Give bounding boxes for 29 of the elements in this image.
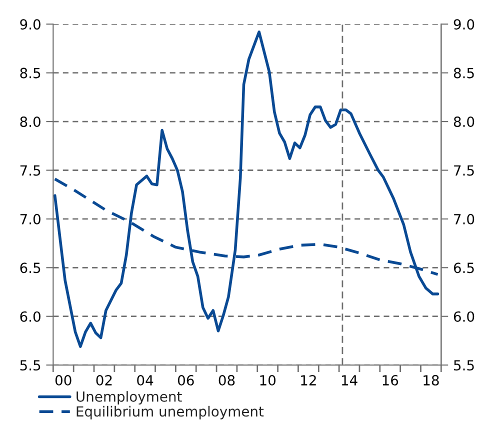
y2-tick-label: 9.0 xyxy=(454,19,474,30)
y-tick-label: 8.5 xyxy=(20,68,40,78)
y-tick-label: 7.5 xyxy=(20,165,40,176)
y2-tick-label: 8.0 xyxy=(454,116,474,128)
y-tick-label: 8.0 xyxy=(20,116,40,128)
x-tick-label: 06 xyxy=(178,375,194,386)
y2-tick-label: 7.0 xyxy=(454,214,474,224)
y-tick-label: 5.5 xyxy=(20,360,40,371)
x-tick-label: 00 xyxy=(55,375,72,386)
x-tick-label: 18 xyxy=(424,375,439,386)
x-tick-label: 04 xyxy=(137,375,154,386)
x-tick-label: 10 xyxy=(260,375,276,386)
y-tick-label: 9.0 xyxy=(20,19,40,30)
y-tick-label: 6.5 xyxy=(20,262,40,274)
y2-tick-label: 5.5 xyxy=(454,360,474,371)
x-tick-label: 08 xyxy=(218,375,235,386)
y-tick-label: 7.0 xyxy=(20,214,40,224)
x-tick-label: 14 xyxy=(342,375,358,386)
y-tick-label: 6.0 xyxy=(20,311,40,322)
line-series xyxy=(53,30,440,348)
y2-tick-label: 6.0 xyxy=(454,311,474,322)
x-tick-label: 02 xyxy=(96,375,112,386)
x-tick-label: 12 xyxy=(301,375,316,386)
x-tick-label: 16 xyxy=(382,375,398,386)
legend-label: Equilibrium unemployment xyxy=(76,406,264,420)
legend-label: Unemployment xyxy=(76,391,182,405)
y2-tick-label: 7.5 xyxy=(454,165,474,176)
y2-tick-label: 6.5 xyxy=(454,262,474,274)
y2-tick-label: 8.5 xyxy=(454,68,474,78)
